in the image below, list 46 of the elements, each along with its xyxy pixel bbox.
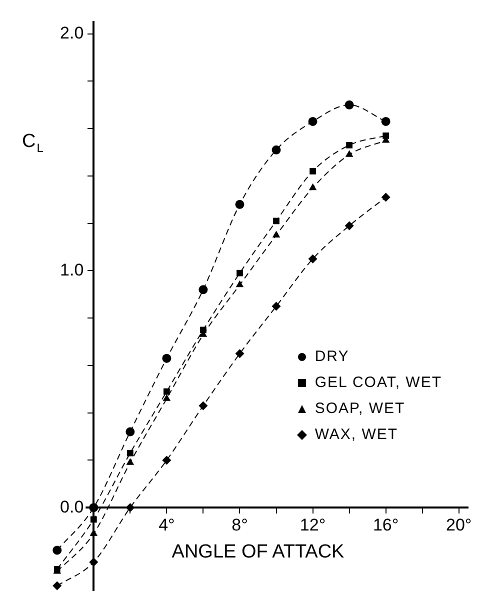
point (89, 503, 98, 512)
point (310, 168, 316, 174)
point (272, 230, 280, 238)
point (126, 450, 134, 456)
point (235, 200, 244, 209)
point (235, 349, 244, 358)
point (381, 192, 390, 202)
legend-label: DRY (314, 348, 350, 365)
point (346, 142, 352, 148)
point (308, 116, 318, 126)
x-tick-label: 4° (158, 515, 175, 534)
point (198, 285, 208, 294)
point (164, 388, 170, 395)
x-tick-label: 12° (300, 515, 326, 534)
point (344, 221, 354, 230)
point (90, 516, 97, 523)
x-tick-label: 20° (446, 515, 472, 534)
point (273, 218, 280, 224)
x-axis-title: ANGLE OF ATTACK (172, 542, 345, 563)
legend-label: SOAP, WET (314, 400, 406, 417)
point (272, 145, 281, 154)
point (308, 183, 317, 190)
point (308, 254, 318, 264)
y-tick-label: 2.0 (60, 24, 84, 43)
point (344, 100, 354, 110)
x-tick-label: 16° (372, 515, 399, 534)
legend-label: GEL COAT, WET (314, 374, 442, 391)
point (162, 456, 172, 465)
point (162, 394, 171, 401)
point (162, 354, 172, 363)
y-tick-label: 0.0 (60, 497, 84, 516)
point (236, 270, 243, 276)
point (345, 150, 354, 157)
point (236, 280, 244, 288)
point (52, 546, 62, 555)
point (381, 116, 390, 126)
point (52, 581, 62, 590)
legend-label: WAX, WET (314, 426, 398, 443)
x-tick-label: 8° (232, 515, 248, 534)
point (198, 401, 208, 410)
point (272, 302, 281, 311)
y-tick-label: 1.0 (60, 260, 84, 280)
point (126, 427, 135, 436)
point (126, 503, 135, 512)
point (89, 558, 98, 567)
point (126, 458, 134, 465)
